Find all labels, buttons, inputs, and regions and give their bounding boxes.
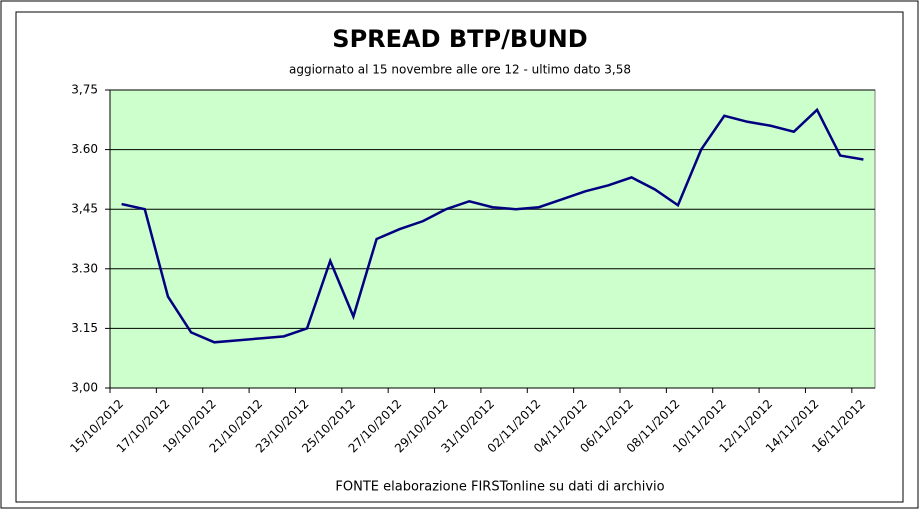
plot-area: [109, 89, 876, 389]
chart-subtitle: aggiornato al 15 novembre alle ore 12 - …: [289, 63, 631, 77]
y-tick-label: 3,00: [71, 381, 98, 395]
y-tick-label: 3,75: [71, 83, 98, 97]
chart-title: SPREAD BTP/BUND: [332, 25, 587, 53]
y-tick-label: 3.30: [71, 261, 98, 275]
y-tick-label: 3,45: [71, 202, 98, 216]
source-note: FONTE elaborazione FIRSTonline su dati d…: [335, 480, 664, 495]
y-tick-label: 3.60: [71, 142, 98, 156]
y-tick-label: 3.15: [71, 321, 98, 335]
series-line: [121, 107, 864, 344]
